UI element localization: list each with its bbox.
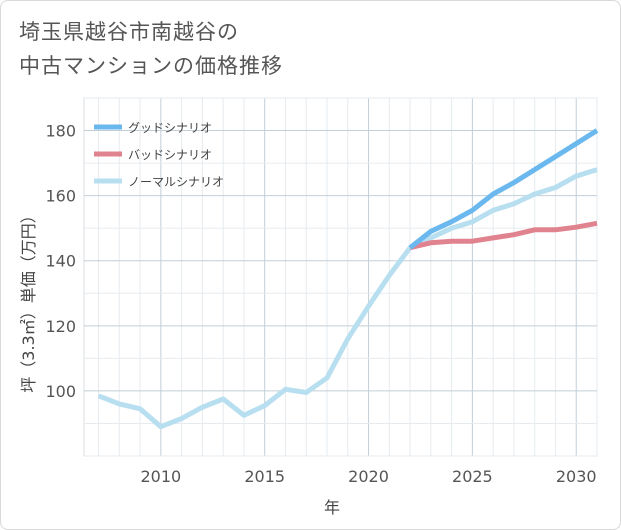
y-axis-ticks: 100 120 140 160 180 — [45, 122, 76, 401]
legend-label-normal: ノーマルシナリオ — [128, 175, 224, 189]
x-tick-label: 2010 — [140, 467, 181, 486]
y-tick-label: 180 — [45, 122, 76, 141]
legend-label-good: グッドシナリオ — [128, 121, 212, 135]
x-axis-ticks: 2010 2015 2020 2025 2030 — [140, 467, 596, 486]
series-line-good — [408, 128, 599, 250]
series-line-normal — [97, 167, 598, 430]
y-tick-label: 160 — [45, 187, 76, 206]
y-axis-label: 坪（3.3㎡）単価（万円） — [19, 207, 38, 392]
y-tick-label: 140 — [45, 252, 76, 271]
legend-label-bad: バッドシナリオ — [128, 148, 212, 162]
y-tick-label: 120 — [45, 317, 76, 336]
x-tick-label: 2030 — [556, 467, 597, 486]
series-line-bad — [409, 220, 598, 251]
chart-title-line2: 中古マンションの価格推移 — [19, 54, 283, 78]
chart-title-line1: 埼玉県越谷市南越谷の — [19, 20, 239, 44]
x-tick-label: 2025 — [452, 467, 493, 486]
x-tick-label: 2020 — [348, 467, 389, 486]
x-tick-label: 2015 — [244, 467, 285, 486]
chart-title: 埼玉県越谷市南越谷の 中古マンションの価格推移 — [19, 15, 283, 83]
series-lines — [97, 128, 599, 430]
x-axis-label: 年 — [324, 498, 340, 517]
y-tick-label: 100 — [45, 382, 76, 401]
